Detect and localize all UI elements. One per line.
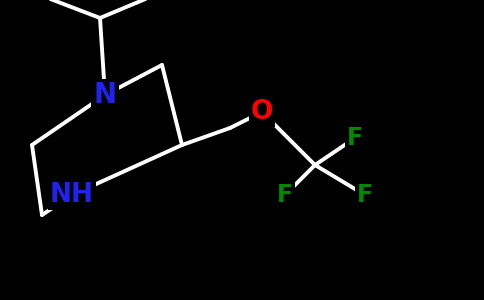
Text: O: O [251, 99, 273, 125]
Text: NH: NH [50, 182, 94, 208]
Text: F: F [357, 183, 373, 207]
Text: F: F [277, 183, 293, 207]
Text: F: F [347, 126, 363, 150]
Text: N: N [93, 81, 117, 109]
